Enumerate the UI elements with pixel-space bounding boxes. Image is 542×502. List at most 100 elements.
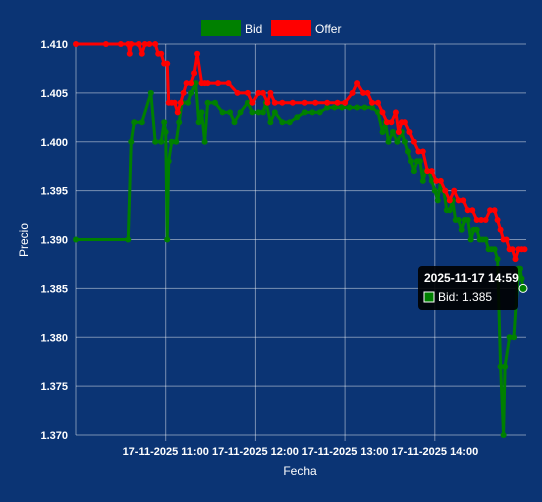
- data-point-bid[interactable]: [125, 236, 132, 243]
- data-point-bid[interactable]: [212, 99, 218, 106]
- data-point-offer[interactable]: [364, 89, 371, 96]
- data-point-bid[interactable]: [354, 104, 361, 111]
- data-point-bid[interactable]: [164, 236, 171, 243]
- legend-item-offer[interactable]: Offer: [271, 20, 341, 36]
- data-point-bid[interactable]: [219, 109, 226, 116]
- data-point-bid[interactable]: [446, 207, 453, 214]
- data-point-offer[interactable]: [473, 217, 480, 223]
- data-point-offer[interactable]: [433, 177, 440, 184]
- data-point-offer[interactable]: [271, 99, 278, 106]
- data-point-offer[interactable]: [73, 41, 79, 47]
- data-point-offer[interactable]: [334, 99, 341, 106]
- data-point-offer[interactable]: [419, 148, 426, 155]
- data-point-offer[interactable]: [102, 41, 109, 47]
- data-point-offer[interactable]: [442, 187, 449, 194]
- data-point-offer[interactable]: [478, 217, 485, 223]
- data-point-offer[interactable]: [135, 41, 142, 47]
- data-point-offer[interactable]: [158, 50, 165, 57]
- data-point-offer[interactable]: [204, 80, 211, 87]
- data-point-bid[interactable]: [185, 99, 192, 106]
- data-point-offer[interactable]: [469, 207, 476, 214]
- data-point-bid[interactable]: [195, 119, 202, 126]
- data-point-bid[interactable]: [255, 109, 262, 116]
- data-point-bid[interactable]: [491, 246, 498, 253]
- data-point-offer[interactable]: [521, 246, 528, 253]
- data-point-offer[interactable]: [497, 226, 504, 233]
- data-point-bid[interactable]: [259, 109, 266, 116]
- data-point-bid[interactable]: [316, 109, 323, 116]
- data-point-bid[interactable]: [369, 104, 375, 111]
- data-point-offer[interactable]: [354, 80, 361, 87]
- data-point-bid[interactable]: [227, 109, 233, 116]
- data-point-offer[interactable]: [384, 119, 390, 126]
- data-point-offer[interactable]: [509, 246, 516, 253]
- data-point-bid[interactable]: [389, 129, 396, 135]
- data-point-offer[interactable]: [401, 119, 408, 126]
- data-point-bid[interactable]: [244, 99, 251, 106]
- data-point-offer[interactable]: [312, 99, 319, 106]
- data-point-offer[interactable]: [446, 197, 453, 204]
- data-point-bid[interactable]: [455, 217, 462, 223]
- data-point-offer[interactable]: [406, 129, 413, 135]
- data-point-bid[interactable]: [188, 89, 195, 96]
- data-point-offer[interactable]: [188, 80, 195, 87]
- data-point-bid[interactable]: [286, 119, 293, 126]
- data-point-offer[interactable]: [342, 99, 349, 106]
- data-point-offer[interactable]: [126, 50, 133, 57]
- data-point-bid[interactable]: [147, 89, 154, 96]
- data-point-bid[interactable]: [494, 256, 501, 263]
- data-point-offer[interactable]: [215, 80, 221, 87]
- data-point-bid[interactable]: [161, 119, 168, 126]
- data-point-bid[interactable]: [511, 334, 517, 341]
- data-point-bid[interactable]: [128, 138, 135, 145]
- data-point-offer[interactable]: [494, 217, 501, 223]
- data-point-bid[interactable]: [301, 109, 308, 116]
- data-point-bid[interactable]: [361, 104, 368, 111]
- data-point-offer[interactable]: [259, 89, 266, 96]
- data-point-bid[interactable]: [385, 138, 392, 145]
- data-point-offer[interactable]: [324, 99, 331, 106]
- data-point-bid[interactable]: [517, 265, 523, 272]
- data-point-bid[interactable]: [173, 138, 180, 145]
- data-point-offer[interactable]: [375, 99, 381, 106]
- data-point-offer[interactable]: [360, 89, 366, 96]
- data-point-offer[interactable]: [255, 89, 262, 96]
- data-point-bid[interactable]: [434, 197, 441, 204]
- data-point-bid[interactable]: [165, 158, 172, 165]
- data-point-bid[interactable]: [162, 129, 169, 135]
- data-point-offer[interactable]: [301, 99, 308, 106]
- data-point-bid[interactable]: [375, 109, 381, 116]
- data-point-offer[interactable]: [171, 99, 178, 106]
- data-point-offer[interactable]: [379, 109, 386, 116]
- data-point-bid[interactable]: [249, 109, 256, 116]
- data-point-bid[interactable]: [168, 138, 175, 145]
- data-point-bid[interactable]: [192, 80, 199, 87]
- data-point-offer[interactable]: [369, 99, 375, 106]
- data-point-bid[interactable]: [231, 119, 238, 126]
- data-point-bid[interactable]: [473, 226, 480, 233]
- data-point-offer[interactable]: [437, 177, 444, 184]
- data-point-offer[interactable]: [128, 41, 135, 47]
- data-point-bid[interactable]: [379, 129, 386, 135]
- data-point-offer[interactable]: [349, 89, 356, 96]
- data-point-bid[interactable]: [158, 138, 165, 145]
- data-point-bid[interactable]: [201, 138, 208, 145]
- data-point-bid[interactable]: [73, 236, 79, 243]
- data-point-offer[interactable]: [460, 197, 467, 204]
- data-point-bid[interactable]: [204, 99, 211, 106]
- data-point-offer[interactable]: [191, 70, 198, 77]
- data-point-bid[interactable]: [237, 109, 244, 116]
- data-point-bid[interactable]: [464, 217, 471, 223]
- data-point-offer[interactable]: [249, 99, 256, 106]
- data-point-bid[interactable]: [176, 119, 183, 126]
- data-point-offer[interactable]: [512, 256, 519, 263]
- legend-item-bid[interactable]: Bid: [201, 20, 262, 36]
- data-point-offer[interactable]: [234, 89, 241, 96]
- data-point-offer[interactable]: [451, 187, 458, 194]
- data-point-offer[interactable]: [388, 119, 395, 126]
- data-point-bid[interactable]: [497, 363, 504, 370]
- data-point-bid[interactable]: [271, 109, 278, 116]
- data-point-offer[interactable]: [177, 99, 184, 106]
- data-point-offer[interactable]: [180, 89, 187, 96]
- data-point-bid[interactable]: [431, 187, 438, 194]
